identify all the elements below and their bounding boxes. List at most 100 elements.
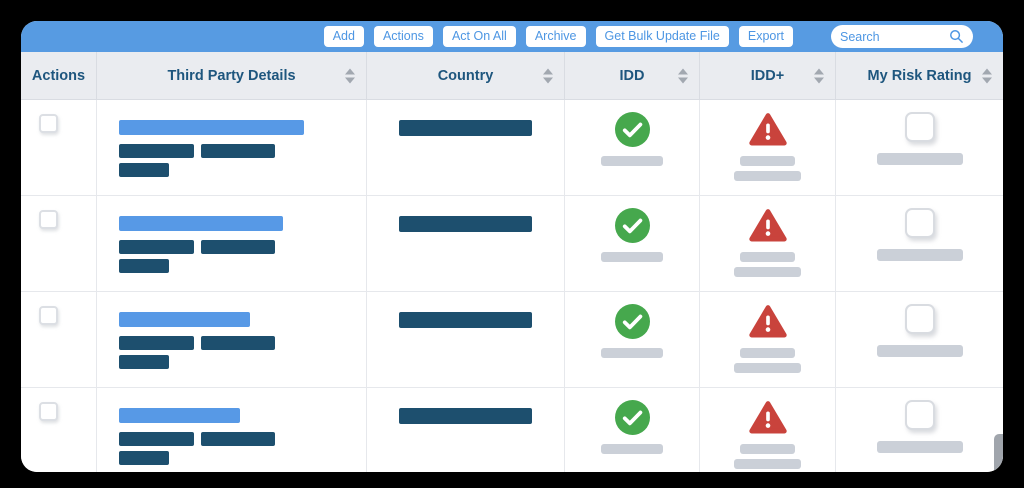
redacted-title-bar bbox=[119, 408, 240, 423]
redacted-title-bar bbox=[119, 120, 304, 135]
column-header-my-risk-rating[interactable]: My Risk Rating bbox=[836, 52, 1003, 99]
redacted-status-bar bbox=[734, 363, 801, 373]
cell-country bbox=[367, 292, 565, 387]
table-row bbox=[21, 292, 1003, 388]
table-header-row: Actions Third Party Details Country IDD IDD+… bbox=[21, 52, 1003, 100]
sort-up-arrow-icon bbox=[345, 68, 355, 74]
redacted-detail-bar bbox=[119, 336, 194, 350]
risk-rating-box[interactable] bbox=[904, 112, 935, 142]
detail-bars-row bbox=[119, 432, 275, 446]
search-box[interactable] bbox=[831, 25, 973, 48]
warning-triangle-icon bbox=[748, 304, 787, 339]
sort-down-arrow-icon bbox=[982, 77, 992, 83]
column-header-label: IDD+ bbox=[750, 67, 785, 84]
vertical-scrollbar-thumb[interactable] bbox=[994, 434, 1003, 472]
search-input[interactable] bbox=[840, 29, 949, 44]
toolbar-button-add[interactable]: Add bbox=[323, 26, 364, 47]
cell-my-risk-rating bbox=[836, 100, 1003, 195]
cell-idd bbox=[565, 388, 700, 472]
column-header-label: Country bbox=[437, 67, 494, 84]
cell-idd bbox=[565, 100, 700, 195]
detail-bars-row bbox=[119, 451, 169, 465]
detail-bars-row bbox=[119, 240, 275, 254]
sort-up-arrow-icon bbox=[543, 68, 553, 74]
cell-idd-plus bbox=[700, 196, 836, 291]
warning-triangle-icon bbox=[748, 208, 787, 243]
redacted-detail-bar bbox=[119, 451, 169, 465]
sort-arrows-icon[interactable] bbox=[543, 68, 553, 83]
sort-arrows-icon[interactable] bbox=[814, 68, 824, 83]
redacted-detail-bar bbox=[119, 163, 169, 177]
sort-up-arrow-icon bbox=[814, 68, 824, 74]
cell-idd bbox=[565, 196, 700, 291]
toolbar: Add Actions Act On All Archive Get Bulk Upda… bbox=[21, 21, 1003, 52]
redacted-status-bar bbox=[740, 252, 795, 262]
redacted-detail-bar bbox=[119, 144, 194, 158]
sort-up-arrow-icon bbox=[678, 68, 688, 74]
sort-arrows-icon[interactable] bbox=[678, 68, 688, 83]
cell-actions bbox=[21, 388, 97, 472]
redacted-detail-bar bbox=[201, 336, 275, 350]
third-party-table-card: Add Actions Act On All Archive Get Bulk Upda… bbox=[21, 21, 1003, 472]
row-checkbox[interactable] bbox=[39, 114, 58, 133]
column-header-label: Third Party Details bbox=[167, 67, 296, 84]
column-header-label: My Risk Rating bbox=[867, 67, 972, 84]
redacted-country-bar bbox=[399, 120, 532, 136]
redacted-detail-bar bbox=[119, 432, 194, 446]
sort-arrows-icon[interactable] bbox=[982, 68, 992, 83]
table-row bbox=[21, 100, 1003, 196]
toolbar-button-get-bulk-update-file[interactable]: Get Bulk Update File bbox=[595, 26, 729, 47]
column-header-third-party-details[interactable]: Third Party Details bbox=[97, 52, 367, 99]
redacted-status-bar bbox=[601, 252, 663, 262]
cell-actions bbox=[21, 196, 97, 291]
warning-triangle-icon bbox=[748, 400, 787, 435]
cell-country bbox=[367, 196, 565, 291]
redacted-status-bar bbox=[740, 156, 795, 166]
row-checkbox[interactable] bbox=[39, 306, 58, 325]
column-header-actions: Actions bbox=[21, 52, 97, 99]
detail-bars-row bbox=[119, 259, 169, 273]
check-circle-icon bbox=[614, 304, 650, 339]
column-header-idd[interactable]: IDD+ bbox=[700, 52, 836, 99]
risk-rating-box[interactable] bbox=[904, 400, 935, 430]
detail-bars-row bbox=[119, 336, 275, 350]
detail-bars-row bbox=[119, 163, 169, 177]
cell-idd-plus bbox=[700, 100, 836, 195]
toolbar-button-act-on-all[interactable]: Act On All bbox=[442, 26, 516, 47]
redacted-detail-bar bbox=[201, 144, 275, 158]
redacted-detail-bar bbox=[119, 259, 169, 273]
redacted-detail-bar bbox=[119, 355, 169, 369]
redacted-title-bar bbox=[119, 312, 250, 327]
table-row bbox=[21, 388, 1003, 472]
cell-third-party-details bbox=[97, 196, 367, 291]
toolbar-button-actions[interactable]: Actions bbox=[373, 26, 433, 47]
cell-country bbox=[367, 388, 565, 472]
search-icon[interactable] bbox=[949, 29, 964, 44]
redacted-status-bar bbox=[876, 249, 963, 261]
sort-down-arrow-icon bbox=[678, 77, 688, 83]
toolbar-button-archive[interactable]: Archive bbox=[525, 26, 586, 47]
redacted-status-bar bbox=[734, 171, 801, 181]
column-header-country[interactable]: Country bbox=[367, 52, 565, 99]
cell-third-party-details bbox=[97, 100, 367, 195]
risk-rating-box[interactable] bbox=[904, 208, 935, 238]
column-header-idd[interactable]: IDD bbox=[565, 52, 700, 99]
toolbar-button-export[interactable]: Export bbox=[738, 26, 793, 47]
redacted-detail-bar bbox=[201, 432, 275, 446]
column-header-label: IDD bbox=[619, 67, 645, 84]
risk-rating-box[interactable] bbox=[904, 304, 935, 334]
redacted-status-bar bbox=[734, 459, 801, 469]
warning-triangle-icon bbox=[748, 112, 787, 147]
redacted-status-bar bbox=[734, 267, 801, 277]
row-checkbox[interactable] bbox=[39, 402, 58, 421]
row-checkbox[interactable] bbox=[39, 210, 58, 229]
cell-idd bbox=[565, 292, 700, 387]
table-body bbox=[21, 100, 1003, 472]
sort-arrows-icon[interactable] bbox=[345, 68, 355, 83]
detail-bars-row bbox=[119, 144, 275, 158]
column-header-label: Actions bbox=[31, 67, 86, 84]
cell-third-party-details bbox=[97, 388, 367, 472]
cell-actions bbox=[21, 100, 97, 195]
check-circle-icon bbox=[614, 112, 650, 147]
